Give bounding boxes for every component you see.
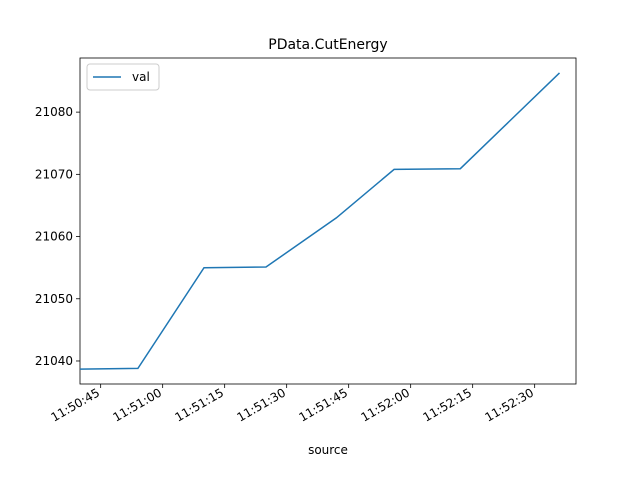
y-tick-label: 21070 — [35, 167, 73, 181]
chart-title: PData.CutEnergy — [268, 37, 387, 53]
y-tick-label: 21040 — [35, 354, 73, 368]
x-tick-label: 11:51:00 — [110, 385, 164, 424]
x-axis-label: source — [308, 443, 348, 457]
legend-label: val — [132, 70, 150, 84]
x-tick-label: 11:52:15 — [420, 385, 474, 424]
y-tick-label: 21080 — [35, 105, 73, 119]
x-tick-label: 11:52:30 — [482, 385, 536, 424]
x-tick-label: 11:51:15 — [172, 385, 226, 424]
x-tick-label: 11:51:30 — [234, 385, 288, 424]
legend-box — [86, 63, 160, 91]
x-tick-label: 11:50:45 — [48, 385, 102, 424]
y-tick-label: 21050 — [35, 292, 73, 306]
y-tick-label: 21060 — [35, 230, 73, 244]
plot-frame — [79, 57, 577, 385]
x-tick-label: 11:52:00 — [358, 385, 412, 424]
series-line-val — [79, 72, 561, 370]
x-tick-label: 11:51:45 — [296, 385, 350, 424]
